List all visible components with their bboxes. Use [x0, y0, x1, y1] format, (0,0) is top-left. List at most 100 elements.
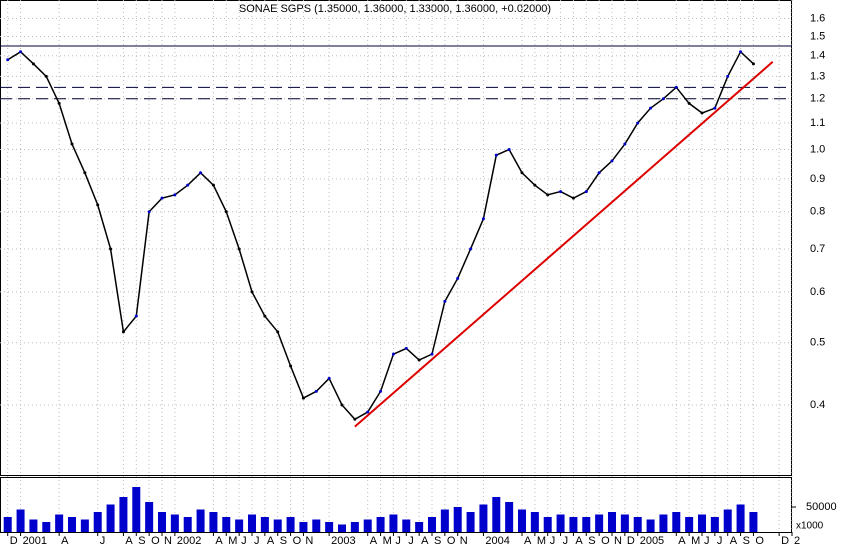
- price-point: [520, 171, 524, 175]
- volume-bar: [299, 522, 308, 532]
- volume-bar: [235, 519, 244, 532]
- price-point: [160, 196, 164, 200]
- price-point: [44, 74, 48, 78]
- price-point: [417, 358, 421, 362]
- x-tick-label: J: [563, 535, 569, 547]
- volume-bar: [749, 512, 758, 532]
- volume-bar: [569, 517, 578, 532]
- x-tick-label: M: [383, 535, 392, 547]
- y-tick-label: 0.9: [810, 173, 825, 185]
- price-point: [700, 111, 704, 115]
- volume-bar: [106, 504, 115, 532]
- y-tick-label: 1.6: [810, 12, 825, 24]
- price-point: [186, 183, 190, 187]
- x-tick-label: N: [614, 535, 622, 547]
- volume-bar: [363, 519, 372, 532]
- price-point: [276, 330, 280, 334]
- trendline: [354, 61, 774, 428]
- volume-bar: [286, 517, 295, 532]
- volume-bar: [80, 519, 89, 532]
- price-point: [327, 376, 331, 380]
- x-tick-label: A: [215, 535, 223, 547]
- x-tick-label: S: [588, 535, 595, 547]
- x-tick-label: J: [100, 535, 106, 547]
- x-tick-label: M: [228, 535, 237, 547]
- x-tick-label: A: [370, 535, 378, 547]
- price-point: [649, 106, 653, 110]
- x-tick-label: A: [575, 535, 583, 547]
- price-point: [314, 389, 318, 393]
- volume-bar: [68, 517, 76, 532]
- price-point: [610, 159, 614, 163]
- x-tick-label: N: [460, 535, 468, 547]
- price-point: [250, 290, 254, 294]
- volume-bar: [518, 509, 526, 532]
- x-tick-label: O: [293, 535, 302, 547]
- x-tick-label: S: [138, 535, 145, 547]
- price-point: [546, 193, 550, 197]
- price-point: [173, 193, 177, 197]
- price-point: [70, 142, 74, 146]
- price-point: [584, 190, 588, 194]
- x-tick-label: A: [730, 535, 738, 547]
- volume-bar: [3, 517, 12, 532]
- x-tick-label: O: [601, 535, 610, 547]
- x-tick-label: J: [241, 535, 247, 547]
- price-point: [443, 299, 447, 303]
- volume-bar: [595, 514, 604, 532]
- volume-bar: [273, 519, 282, 532]
- x-tick-label: N: [164, 535, 172, 547]
- price-point: [96, 203, 100, 207]
- volume-bar: [453, 507, 462, 532]
- volume-bar: [685, 517, 694, 532]
- price-point: [31, 62, 35, 66]
- x-tick-label: S: [280, 535, 287, 547]
- volume-bar: [158, 512, 166, 532]
- price-point: [494, 153, 498, 157]
- volume-bar: [16, 509, 25, 532]
- x-tick-label: A: [61, 535, 69, 547]
- volume-bar: [145, 502, 154, 532]
- volume-bar: [222, 517, 231, 532]
- y2-tick-label: 50000: [806, 501, 837, 513]
- volume-bar: [55, 514, 64, 532]
- price-point: [19, 50, 23, 54]
- price-point: [456, 276, 460, 280]
- volume-bar: [93, 512, 102, 532]
- y-tick-label: 0.4: [810, 399, 825, 411]
- price-point: [597, 171, 601, 175]
- x-tick-label: J: [408, 535, 414, 547]
- volume-bar: [530, 512, 539, 532]
- volume-bar: [428, 517, 436, 532]
- x-tick-label: A: [524, 535, 532, 547]
- volume-bar: [633, 517, 642, 532]
- y2-axis-label: x1000: [796, 521, 824, 532]
- volume-bar: [672, 512, 681, 532]
- volume-bar: [415, 522, 424, 532]
- y-tick-label: 1.2: [810, 93, 825, 105]
- x-tick-label: D: [781, 535, 789, 547]
- volume-bar: [543, 517, 552, 532]
- price-point: [391, 352, 395, 356]
- price-point: [211, 183, 215, 187]
- price-point: [6, 58, 10, 62]
- volume-bar: [466, 512, 475, 532]
- price-point: [109, 247, 113, 251]
- y-tick-label: 0.8: [810, 206, 825, 218]
- volume-bar: [119, 497, 128, 532]
- price-point: [507, 148, 511, 152]
- x-tick-label: J: [717, 535, 723, 547]
- price-point: [404, 346, 408, 350]
- volume-bar: [248, 514, 256, 532]
- price-point: [263, 314, 267, 318]
- x-tick-label: O: [151, 535, 160, 547]
- volume-bar: [312, 519, 321, 532]
- volume-bar: [42, 522, 51, 532]
- price-point: [751, 62, 755, 66]
- volume-bar: [196, 509, 205, 532]
- price-point: [430, 352, 434, 356]
- price-point: [340, 403, 344, 407]
- y-tick-label: 1.3: [810, 70, 825, 82]
- volume-bar: [209, 512, 218, 532]
